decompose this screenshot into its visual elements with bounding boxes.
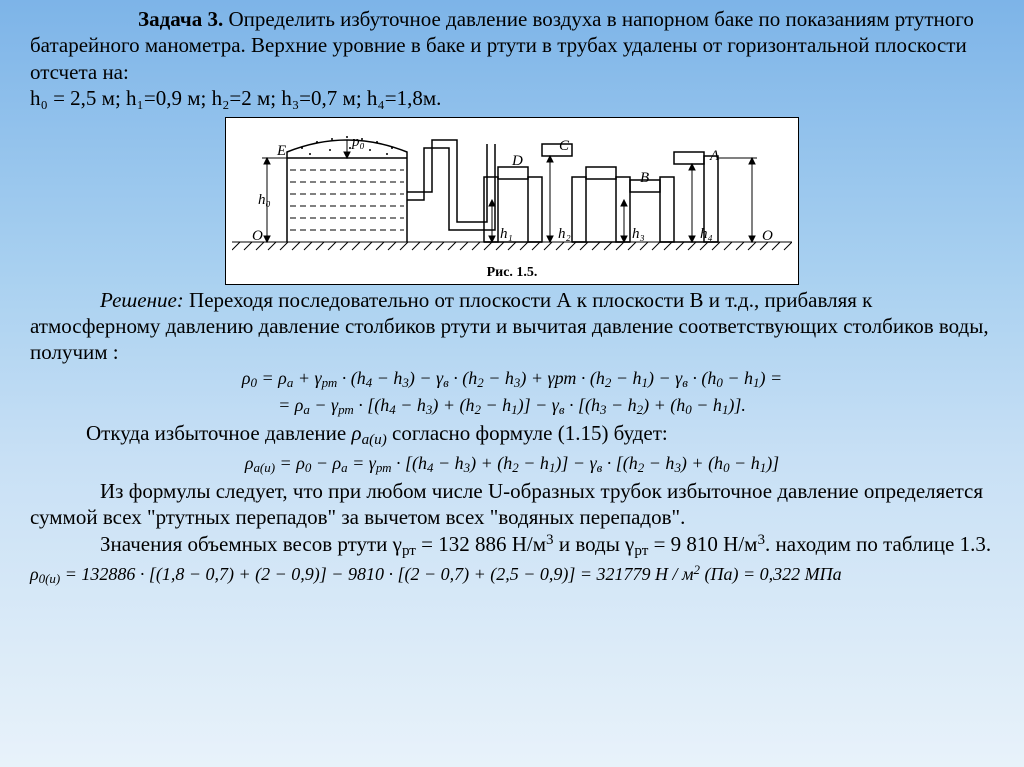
label-E: E <box>276 143 286 159</box>
hatch-icon <box>232 242 792 250</box>
label-A: A <box>709 148 720 164</box>
problem-label: Задача 3. <box>138 7 223 31</box>
label-p0: p₀ <box>351 134 365 150</box>
figure-container: E p₀ h₀ O D C B A h₁ h₂ h₃ h₄ O Рис. 1.5… <box>30 117 994 285</box>
label-h2: h₂ <box>558 226 571 242</box>
mid-text-a: Откуда избыточное давление <box>86 421 351 445</box>
label-O-right: O <box>762 228 773 244</box>
label-B: B <box>640 170 649 186</box>
label-h3: h₃ <box>632 226 645 242</box>
label-h1: h₁ <box>500 226 513 242</box>
problem-values: h₀ = 2,5 м; h₁=0,9 м; h₂=2 м; h₃=0,7 м; … <box>30 85 994 111</box>
figure-caption: Рис. 1.5. <box>232 264 792 282</box>
solution-lead: Решение: Переходя последовательно от пло… <box>30 287 994 366</box>
equation-1a: ρ0 = ρа + γрт · (h4 − h3) − γв · (h2 − h… <box>30 367 994 391</box>
problem-statement-line1: Задача 3. Определить избуточное давление… <box>30 6 994 85</box>
conclusion-p2: Значения объемных весов ртути γрт = 132 … <box>30 531 994 561</box>
equation-2: ρа(и) = ρ0 − ρа = γрт · [(h4 − h3) + (h2… <box>30 452 994 476</box>
solution-label: Решение: <box>100 288 184 312</box>
arrow-down-icon <box>344 140 350 158</box>
equation-1b: = ρа − γрт · [(h4 − h3) + (h2 − h1)] − γ… <box>30 394 994 418</box>
mid-text: Откуда избыточное давление ρа(и) согласн… <box>30 420 994 450</box>
label-h0: h₀ <box>258 192 271 208</box>
label-C: C <box>559 138 570 154</box>
mid-text-b: согласно формуле (1.15) будет: <box>387 421 668 445</box>
label-O-left: O <box>252 228 263 244</box>
conclusion-p1: Из формулы следует, что при любом числе … <box>30 478 994 531</box>
figure-box: E p₀ h₀ O D C B A h₁ h₂ h₃ h₄ O Рис. 1.5… <box>225 117 799 285</box>
label-h4: h₄ <box>700 226 713 242</box>
equation-final: ρ0(и) = 132886 · [(1,8 − 0,7) + (2 − 0,9… <box>30 562 994 587</box>
label-D: D <box>511 153 523 169</box>
figure-svg: E p₀ h₀ O D C B A h₁ h₂ h₃ h₄ O <box>232 122 792 262</box>
